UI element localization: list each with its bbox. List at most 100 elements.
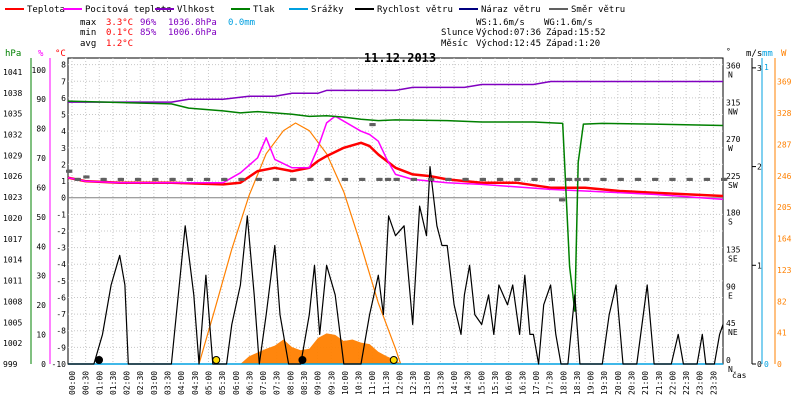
x-tick-label: 10:30	[355, 371, 364, 395]
x-tick-label: 12:30	[409, 371, 418, 395]
temperature-tick-label: 0	[61, 194, 66, 203]
direction-deg-label: 45	[726, 319, 736, 328]
temperature-tick-label: 1	[61, 177, 66, 186]
wind-direction-point	[562, 198, 566, 202]
temperature-tick-label: -2	[56, 227, 66, 236]
x-tick-label: 05:30	[218, 371, 227, 395]
stat-label-avg: avg	[80, 39, 96, 49]
pressure-tick-label: 1032	[3, 131, 22, 140]
wind-direction-point	[327, 177, 331, 181]
x-tick-label: 17:00	[532, 371, 541, 395]
x-tick-label: 14:00	[450, 371, 459, 395]
x-tick-label: 16:00	[505, 371, 514, 395]
pressure-tick-label: 1026	[3, 172, 22, 181]
legend-label-8: Směr větru	[571, 5, 625, 15]
temperature-tick-label: -3	[56, 244, 66, 253]
wind-direction-point	[689, 177, 693, 181]
sunrise-info: Východ:07:36	[476, 28, 541, 38]
humidity-tick-label: 90	[36, 95, 46, 104]
x-tick-label: 16:30	[518, 371, 527, 395]
wind-direction-point	[388, 177, 392, 181]
solar-tick-label: 82	[777, 297, 787, 306]
stat-min-temp: 0.1°C	[106, 28, 133, 38]
wind-direction-point	[448, 177, 452, 181]
wind-direction-point	[569, 177, 573, 181]
legend-label-3: Vlhkost	[177, 5, 215, 15]
direction-deg-label: 315	[726, 98, 741, 107]
x-tick-label: 17:30	[546, 371, 555, 395]
humidity-tick-label: 60	[36, 183, 46, 192]
temperature-tick-label: 4	[61, 127, 66, 136]
rain-unit: mm	[762, 49, 773, 59]
rain-tick-label: 1	[764, 63, 769, 72]
direction-name-label: NE	[728, 328, 738, 337]
x-tick-label: 10:00	[341, 371, 350, 395]
pressure-tick-label: 999	[3, 360, 18, 369]
temperature-unit: °C	[55, 49, 66, 59]
wind-direction-point	[586, 177, 590, 181]
wind-direction-point	[293, 177, 297, 181]
temperature-tick-label: -6	[56, 293, 66, 302]
wind-direction-point	[310, 177, 314, 181]
temperature-tick-label: -7	[56, 310, 66, 319]
legend-label-6: Rychlost větru	[377, 5, 453, 15]
x-tick-label: 01:00	[95, 371, 104, 395]
series-line-1	[67, 141, 724, 198]
wind-direction-point	[620, 177, 624, 181]
solar-tick-label: 328	[777, 109, 792, 118]
x-tick-label: 11:30	[382, 371, 391, 395]
stat-max-rain: 0.0mm	[228, 18, 255, 28]
legend-label-1: Teplota	[27, 5, 65, 15]
wind-direction-point	[482, 177, 486, 181]
x-tick-label: 13:00	[423, 371, 432, 395]
wind-tick-label: 0	[757, 360, 762, 369]
direction-name-label: NW	[728, 107, 738, 116]
pressure-tick-label: 1008	[3, 297, 22, 306]
x-tick-label: 22:30	[682, 371, 691, 395]
stat-label-min: min	[80, 28, 96, 38]
x-tick-label: 21:30	[655, 371, 664, 395]
wind-direction-point	[431, 177, 435, 181]
x-tick-label: 19:30	[600, 371, 609, 395]
wind-direction-point	[172, 177, 176, 181]
direction-name-label: SW	[728, 181, 738, 190]
wind-tick-label: 2	[757, 163, 762, 172]
temperature-tick-label: -1	[56, 210, 66, 219]
direction-deg-label: 90	[726, 282, 736, 291]
wind-tick-label: 1	[757, 261, 762, 270]
x-tick-label: 02:00	[123, 371, 132, 395]
direction-name-label: N	[728, 365, 733, 374]
wind-direction-point	[603, 177, 607, 181]
stat-min-humidity: 85%	[140, 28, 157, 38]
wind-direction-point	[345, 177, 349, 181]
temperature-tick-label: -10	[52, 360, 67, 369]
legend-label-7: Náraz větru	[481, 5, 541, 15]
temperature-tick-label: 8	[61, 61, 66, 70]
x-tick-label: 18:30	[573, 371, 582, 395]
x-tick-label: 13:30	[436, 371, 445, 395]
direction-deg-label: 180	[726, 209, 741, 218]
direction-deg-label: 225	[726, 172, 741, 181]
x-tick-label: 21:00	[641, 371, 650, 395]
pressure-tick-label: 1011	[3, 277, 22, 286]
solar-theoretical-curve	[198, 122, 402, 365]
x-tick-label: 05:00	[204, 371, 213, 395]
direction-name-label: S	[728, 218, 733, 227]
pressure-tick-label: 1002	[3, 339, 22, 348]
temperature-tick-label: 6	[61, 94, 66, 103]
solar-unit: W	[781, 49, 787, 59]
wind-direction-point	[69, 169, 73, 173]
wind-direction-point	[379, 177, 383, 181]
temperature-tick-label: -8	[56, 327, 66, 336]
wind-direction-point	[465, 177, 469, 181]
direction-unit: °	[726, 47, 731, 56]
wind-direction-point	[517, 177, 521, 181]
x-tick-label: 07:00	[259, 371, 268, 395]
humidity-unit: %	[38, 49, 44, 59]
x-tick-label: 08:00	[286, 371, 295, 395]
sunset-info: Západ:15:52	[546, 28, 606, 38]
direction-deg-label: 270	[726, 135, 741, 144]
temperature-tick-label: 2	[61, 160, 66, 169]
x-tick-label: 18:00	[559, 371, 568, 395]
x-tick-label: 04:00	[177, 371, 186, 395]
